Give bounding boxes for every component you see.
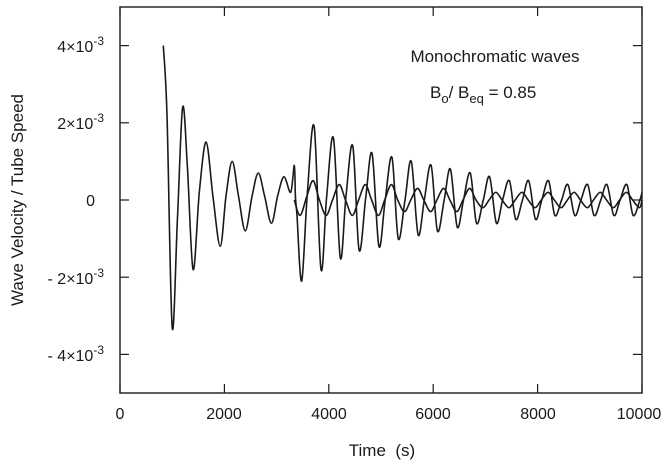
y-tick-label-0: 0 <box>86 193 95 210</box>
annotation-wave-type: Monochromatic waves <box>410 47 579 66</box>
y-tick-label-neg-2e-3: - 2×10-3 <box>48 266 105 288</box>
x-tick-label-2000: 2000 <box>206 406 242 423</box>
x-tick-labels: 0 2000 4000 6000 8000 10000 <box>116 406 662 423</box>
x-tick-label-4000: 4000 <box>311 406 347 423</box>
y-axis-title: Wave Velocity / Tube Speed <box>8 94 27 306</box>
x-tick-label-6000: 6000 <box>415 406 451 423</box>
x-tick-label-8000: 8000 <box>520 406 556 423</box>
series-line-2 <box>293 179 643 217</box>
x-tick-label-0: 0 <box>116 406 125 423</box>
y-tick-labels: 4×10-3 2×10-3 0 - 2×10-3 - 4×10-3 <box>48 34 105 365</box>
data-series <box>162 45 643 331</box>
annotation-field-ratio: Bo/ Beq = 0.85 <box>430 83 536 106</box>
series-line-1 <box>162 45 643 331</box>
plot-area <box>119 6 643 394</box>
y-tick-label-neg-4e-3: - 4×10-3 <box>48 343 105 365</box>
x-axis-title: Time (s) <box>349 441 415 460</box>
y-tick-label-2e-3: 2×10-3 <box>57 111 104 133</box>
y-tick-label-4e-3: 4×10-3 <box>57 34 104 56</box>
tick-marks <box>119 7 643 393</box>
x-tick-label-10000: 10000 <box>617 406 662 423</box>
